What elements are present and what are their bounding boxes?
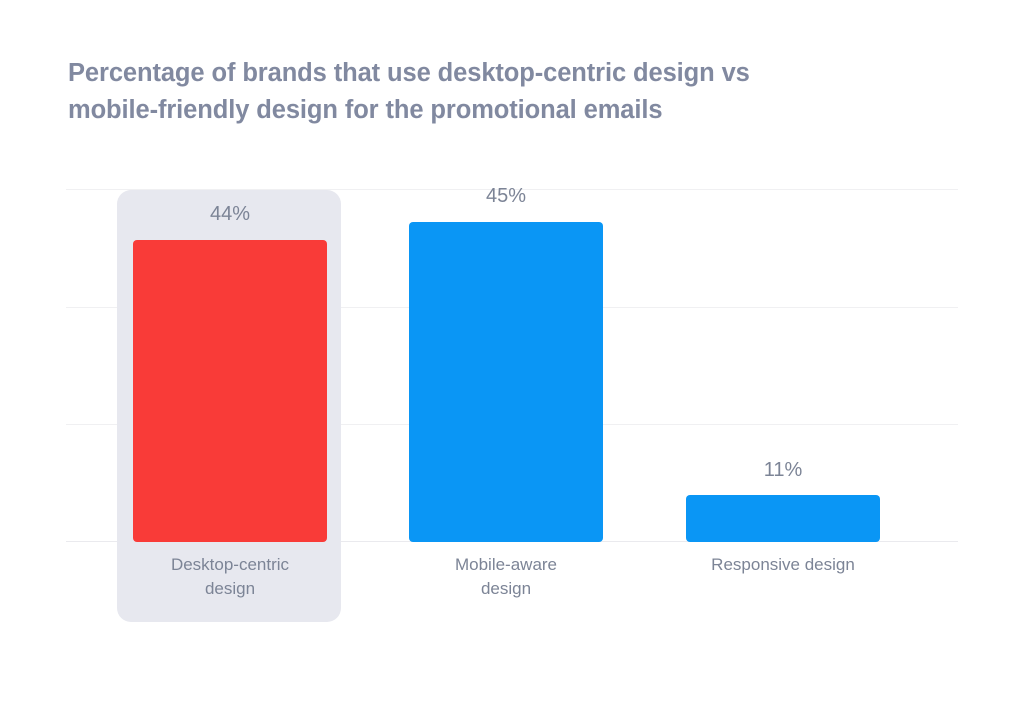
bar-value-responsive: 11% (763, 459, 803, 481)
bar-mobile-aware[interactable] (409, 222, 603, 542)
gridline-top (66, 189, 958, 190)
chart-title-line-2: mobile-friendly design for the promotion… (68, 96, 663, 124)
bar-desktop-centric[interactable] (133, 240, 327, 542)
bar-label-mobile-aware-line-1: Mobile-aware (454, 555, 558, 574)
bar-group-desktop-centric[interactable]: 44% Desktop-centric design (133, 0, 327, 723)
bar-label-desktop-centric-line-1: Desktop-centric (170, 555, 290, 574)
chart-title-line-1: Percentage of brands that use desktop-ce… (68, 59, 750, 87)
bar-value-mobile-aware: 45% (485, 185, 527, 207)
bar-label-responsive-line-1: Responsive design (711, 555, 855, 574)
bar-responsive[interactable] (686, 495, 880, 542)
bar-label-responsive: Responsive design (686, 553, 880, 577)
bar-value-desktop-centric: 44% (209, 203, 251, 225)
bar-label-mobile-aware: Mobile-aware design (409, 553, 603, 601)
bar-group-responsive[interactable]: 11% Responsive design (686, 0, 880, 723)
bar-label-desktop-centric: Desktop-centric design (133, 553, 327, 601)
bar-label-mobile-aware-line-2: design (480, 579, 532, 598)
bar-label-desktop-centric-line-2: design (204, 579, 256, 598)
chart-title: Percentage of brands that use desktop-ce… (68, 55, 978, 129)
bar-group-mobile-aware[interactable]: 45% Mobile-aware design (409, 0, 603, 723)
